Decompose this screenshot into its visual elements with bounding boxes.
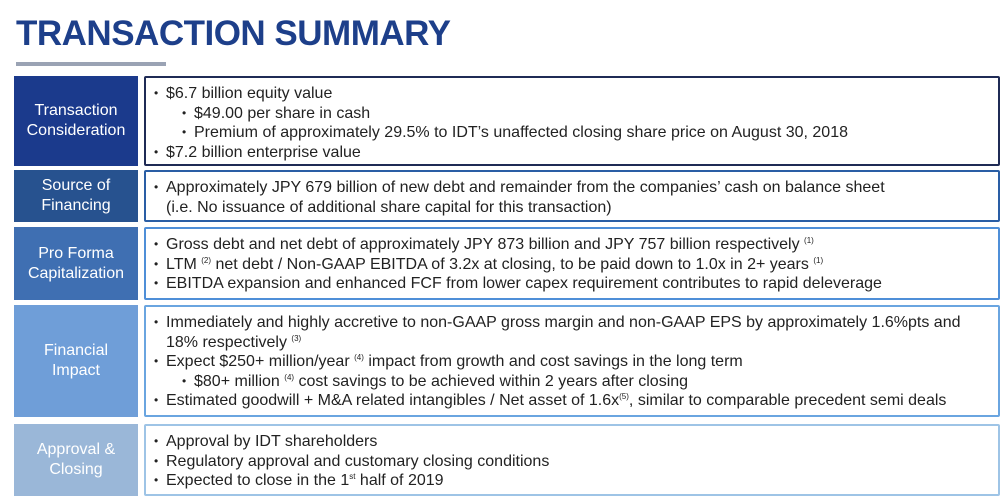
ordinal-suffix: st [349,472,356,481]
bullet-prefix: Expect $250+ million/year [166,353,350,370]
bullet-text: net debt / Non-GAAP EBITDA of 3.2x at cl… [211,255,809,273]
row-label: Approval & Closing [14,424,138,496]
bullet-text: Immediately and highly accretive to non-… [166,314,961,331]
bullet-prefix: Estimated goodwill + M&A related intangi… [166,392,620,409]
bullet-dot: • [154,473,159,487]
bullet-text: , similar to comparable precedent semi d… [628,392,947,409]
row-content: • Immediately and highly accretive to non… [144,305,1000,417]
bullet-dot: • [154,315,159,329]
bullet-text: Gross debt and net debt of approximately… [166,236,800,253]
row-pro-forma-capitalization: Pro Forma Capitalization • Gross debt and… [14,227,1000,300]
row-label: Transaction Consideration [14,76,138,166]
bullet: • Immediately and highly accretive to non… [154,313,988,333]
bullet-dot: • [154,256,159,271]
bullet: • Expected to close in the 1st half of 20… [154,471,988,491]
bullet-dot: • [154,144,159,159]
bullet-dot: • [154,354,159,368]
bullet: • Expect $250+ million/year (4) impact fr… [154,352,988,372]
bullet-continuation: (i.e. No issuance of additional share ca… [154,198,988,218]
bullet: • $7.2 billion enterprise value [154,143,988,163]
sub-bullet: • $80+ million (4) cost savings to be ach… [154,372,988,392]
bullet-dot: • [182,105,187,120]
bullet-dot: • [154,453,159,468]
bullet-dot: • [154,393,159,407]
bullet-text: Approximately JPY 679 billion of new deb… [166,179,885,196]
bullet-text: $6.7 billion equity value [166,85,333,102]
footnote-ref: (1) [804,236,814,245]
bullet-text: half of 2019 [355,472,444,489]
bullet: • Regulatory approval and customary closi… [154,452,988,472]
page-title: TRANSACTION SUMMARY [16,14,451,53]
sub-bullet: • Premium of approximately 29.5% to IDT’s… [154,123,988,143]
bullet-text: (i.e. No issuance of additional share ca… [166,198,612,216]
bullet-text: 18% respectively [166,333,287,351]
bullet-text: cost savings to be achieved within 2 yea… [294,372,689,390]
bullet-dot: • [154,434,159,448]
bullet: • Approval by IDT shareholders [154,432,988,452]
row-transaction-consideration: Transaction Consideration • $6.7 billion … [14,76,1000,166]
bullet-prefix: LTM [166,255,197,273]
bullet: • $6.7 billion equity value [154,84,988,104]
footnote-ref: (1) [813,255,824,265]
row-approval-closing: Approval & Closing • Approval by IDT shar… [14,424,1000,496]
row-label: Financial Impact [14,305,138,417]
bullet-continuation: 18% respectively (3) [154,333,988,353]
bullet-text: Approval by IDT shareholders [166,433,378,450]
sub-bullet: • $49.00 per share in cash [154,104,988,124]
bullet-prefix: Expected to close in the 1 [166,472,350,489]
bullet-dot: • [154,276,159,290]
bullet-text: $49.00 per share in cash [194,104,371,122]
bullet: • EBITDA expansion and enhanced FCF from … [154,274,988,294]
footnote-ref: (2) [201,255,212,265]
bullet-text: EBITDA expansion and enhanced FCF from l… [166,275,882,292]
bullet: • LTM (2) net debt / Non-GAAP EBITDA of 3… [154,255,988,275]
row-source-of-financing: Source of Financing • Approximately JPY 6… [14,170,1000,222]
bullet: • Gross debt and net debt of approximatel… [154,235,988,255]
bullet: • Estimated goodwill + M&A related intang… [154,391,988,411]
row-content: • $6.7 billion equity value • $49.00 per s… [144,76,1000,166]
bullet-prefix: $80+ million [194,372,280,390]
bullet-dot: • [182,125,187,139]
row-content: • Approval by IDT shareholders • Regulator… [144,424,1000,496]
footnote-ref: (4) [284,372,295,382]
row-financial-impact: Financial Impact • Immediately and highly… [14,305,1000,417]
row-label: Pro Forma Capitalization [14,227,138,300]
row-content: • Gross debt and net debt of approximatel… [144,227,1000,300]
title-underline [16,62,166,66]
bullet-dot: • [182,373,187,388]
bullet-text: Regulatory approval and customary closin… [166,452,550,470]
row-label: Source of Financing [14,170,138,222]
bullet-dot: • [154,237,159,251]
bullet-text: Premium of approximately 29.5% to IDT’s … [194,124,848,141]
bullet-text: $7.2 billion enterprise value [166,143,361,161]
bullet: • Approximately JPY 679 billion of new de… [154,178,988,198]
footnote-ref: (3) [291,333,302,343]
row-content: • Approximately JPY 679 billion of new de… [144,170,1000,222]
footnote-ref: (5) [619,392,629,401]
bullet-dot: • [154,180,159,194]
bullet-dot: • [154,86,159,100]
bullet-text: impact from growth and cost savings in t… [363,353,743,370]
footnote-ref: (4) [354,353,364,362]
